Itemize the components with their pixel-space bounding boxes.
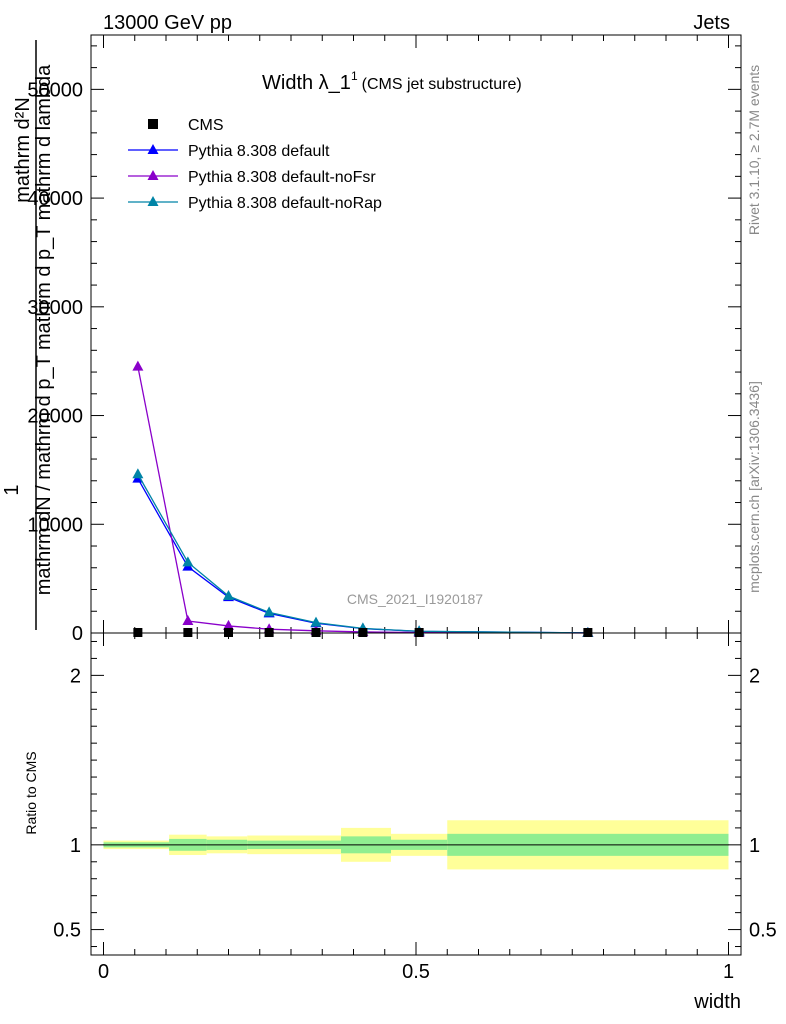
legend-label: CMS: [188, 117, 224, 134]
series-1: [132, 472, 594, 637]
series-point: [182, 556, 194, 567]
ratio-y-tick-label-right: 0.5: [749, 920, 777, 942]
legend-item: Pythia 8.308 default: [128, 143, 330, 160]
main-subtitle: (CMS jet substructure): [362, 76, 522, 93]
legend: CMS Pythia 8.308 default Pythia 8.308 defa…: [128, 117, 382, 212]
watermark: CMS_2021_I1920187: [347, 591, 483, 607]
x-tick-label: 0.5: [402, 961, 430, 983]
main-title-text: Width λ_1: [262, 72, 351, 94]
series-line: [137, 473, 588, 634]
legend-marker: [147, 170, 159, 180]
main-y-label-denominator: mathrm dN / mathrm d p_T mathrm d p_T ma…: [33, 64, 55, 595]
series-point: [182, 615, 194, 626]
legend-marker: [148, 119, 158, 129]
rivet-side-text: Rivet 3.1.10, ≥ 2.7M events: [746, 65, 762, 235]
x-axis-label: width: [693, 991, 741, 1013]
main-y-label-top: 1: [1, 484, 23, 495]
legend-label: Pythia 8.308 default-noFsr: [188, 169, 376, 186]
legend-label: Pythia 8.308 default-noRap: [188, 195, 382, 212]
legend-item: Pythia 8.308 default-noRap: [128, 195, 382, 212]
main-y-label-numerator: mathrm d²N: [12, 97, 34, 203]
main-y-tick-label: 0: [72, 623, 83, 645]
ratio-y-tick-label: 1: [70, 835, 81, 857]
ratio-y-tick-label: 2: [70, 665, 81, 687]
header-left: 13000 GeV pp: [103, 12, 232, 34]
main-title: Width λ_11 (CMS jet substructure): [262, 69, 522, 94]
legend-item: Pythia 8.308 default-noFsr: [128, 169, 376, 186]
legend-label: Pythia 8.308 default: [188, 143, 330, 160]
series-point: [132, 468, 144, 479]
mcplots-side-text: mcplots.cern.ch [arXiv:1306.3436]: [746, 381, 762, 593]
ratio-y-tick-label: 0.5: [53, 920, 81, 942]
main-y-tick-label: 20000: [27, 406, 83, 428]
ratio-plot: 0.5 0.5 1 1 2 2 0 0.5 1 Ratio to CMS width: [23, 632, 777, 1013]
main-y-tick-label: 50000: [27, 79, 83, 101]
x-tick-label: 0: [98, 961, 109, 983]
main-y-label: 1 mathrm d²N mathrm dN / mathrm d p_T ma…: [1, 40, 55, 630]
main-y-tick-label: 40000: [27, 188, 83, 210]
main-y-tick-label: 10000: [27, 514, 83, 536]
series-point: [223, 590, 234, 601]
legend-marker: [147, 144, 159, 154]
main-title-sup: 1: [351, 69, 358, 83]
ratio-axis-ticks: 0.5 0.5 1 1 2 2 0 0.5 1: [53, 633, 777, 983]
main-y-tick-label: 30000: [27, 297, 83, 319]
series-3: [132, 468, 594, 637]
ratio-plot-frame: [90, 632, 742, 956]
ratio-y-tick-label-right: 2: [749, 665, 760, 687]
legend-marker: [147, 196, 159, 206]
main-axis-ticks: 0 10000 20000 30000 40000 50000: [27, 35, 741, 645]
ratio-y-label: Ratio to CMS: [23, 751, 39, 834]
series-point: [223, 619, 234, 630]
series-point: [310, 616, 322, 627]
legend-item: CMS: [148, 117, 224, 134]
x-tick-label: 1: [723, 961, 734, 983]
series-point: [132, 360, 144, 371]
series-line: [137, 366, 588, 634]
series-point: [263, 606, 275, 617]
series-line: [137, 478, 588, 634]
header-right: Jets: [693, 12, 730, 34]
ratio-bands: [103, 820, 729, 870]
ratio-y-tick-label-right: 1: [749, 835, 760, 857]
